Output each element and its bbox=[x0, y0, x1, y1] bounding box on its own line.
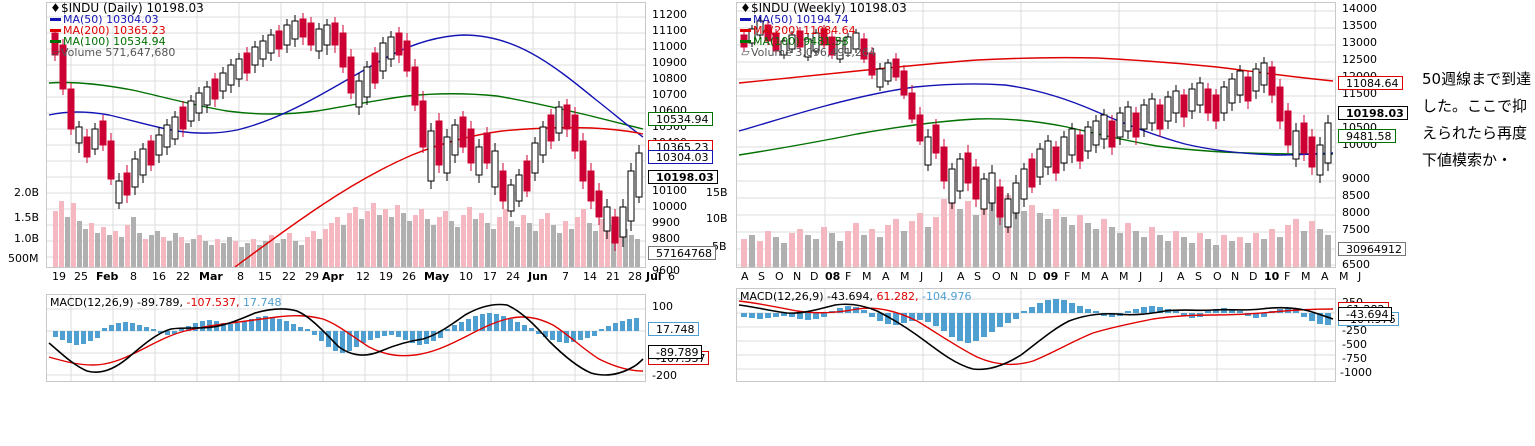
left-chart-panel: 11200 11100 11000 10900 10800 10700 1060… bbox=[0, 0, 740, 400]
right-tag-last-price: 10198.03 bbox=[1338, 106, 1408, 120]
annotation-line-3: えられたら再度 bbox=[1422, 124, 1528, 142]
left-macd-signal-value: -107.537, bbox=[186, 296, 240, 309]
left-volume-bars bbox=[53, 201, 640, 267]
left-legend-ma200-row: MA(200) 10365.23 bbox=[50, 25, 204, 36]
right-grid bbox=[737, 3, 1335, 267]
volume-bars-icon: ▱ bbox=[51, 46, 60, 59]
ma100-swatch-icon bbox=[50, 40, 61, 43]
ma50-swatch-icon bbox=[740, 18, 751, 21]
right-legend-title: $INDU (Weekly) 10198.03 bbox=[751, 1, 907, 15]
annotation-line-1: 50週線まで到達 bbox=[1422, 70, 1532, 88]
left-legend-ma50-row: MA(50) 10304.03 bbox=[50, 14, 204, 25]
left-candlesticks bbox=[51, 13, 643, 251]
left-macd-hist-value: 17.748 bbox=[242, 296, 282, 309]
left-legend-ma200: MA(200) 10365.23 bbox=[63, 24, 166, 37]
right-tag-volume: 30964912 bbox=[1338, 242, 1406, 256]
left-legend-ma100: MA(100) 10534.94 bbox=[63, 35, 166, 48]
left-macd-svg bbox=[47, 295, 645, 381]
left-macd-label: MACD(12,26,9) bbox=[50, 296, 134, 309]
left-tag-volume: 57164768 bbox=[648, 246, 716, 260]
right-ma200-line bbox=[738, 56, 1334, 84]
right-legend-ma200-row: MA(200) 11084.64 bbox=[740, 25, 907, 36]
right-legend-volume-row: ▱Volume 3,096,491,264 bbox=[740, 47, 907, 58]
left-legend-volume: Volume 571,647,680 bbox=[61, 46, 176, 59]
right-macd-axis-neg1000: -1000 bbox=[1340, 366, 1372, 379]
right-macd-legend: MACD(12,26,9) -43.694, 61.282, -104.976 bbox=[740, 290, 971, 303]
right-macd-signal-value: 61.282, bbox=[876, 290, 919, 303]
ma100-swatch-icon bbox=[740, 40, 751, 43]
right-macd-signal-line bbox=[738, 300, 1334, 366]
left-price-svg bbox=[47, 3, 645, 267]
right-legend-ma50: MA(50) 10194.74 bbox=[753, 13, 849, 26]
right-macd-hist-value: -104.976 bbox=[922, 290, 972, 303]
right-macd-tag-value: -43.694 bbox=[1338, 307, 1393, 321]
left-chart-legend: ♦$INDU (Daily) 10198.03 MA(50) 10304.03 … bbox=[50, 1, 204, 58]
right-macd-axis-neg750: -750 bbox=[1342, 352, 1367, 365]
right-ma100-line bbox=[738, 118, 1334, 156]
left-macd-tag-value: -89.789 bbox=[648, 345, 703, 359]
annotation-line-4: 下値模索か・ bbox=[1422, 151, 1513, 169]
left-price-plot bbox=[46, 2, 646, 268]
annotation-line-2: した。ここで抑 bbox=[1422, 97, 1528, 115]
right-legend-ma100: MA(100) 9481.58 bbox=[753, 35, 849, 48]
left-legend-ma50: MA(50) 10304.03 bbox=[63, 13, 159, 26]
right-legend-volume: Volume 3,096,491,264 bbox=[751, 46, 876, 59]
right-macd-axis-neg250: -250 bbox=[1342, 324, 1367, 337]
left-legend-volume-row: ▱Volume 571,647,680 bbox=[50, 47, 204, 58]
right-chart-panel: 14000 13500 13000 12500 12000 11500 1100… bbox=[700, 0, 1440, 400]
right-macd-axis-neg500: -500 bbox=[1342, 338, 1367, 351]
left-legend-ma100-row: MA(100) 10534.94 bbox=[50, 36, 204, 47]
left-ma100-line bbox=[48, 81, 644, 130]
right-legend-ma50-row: MA(50) 10194.74 bbox=[740, 14, 907, 25]
right-macd-plot bbox=[736, 288, 1336, 382]
right-macd-line bbox=[738, 303, 1334, 371]
right-chart-legend: ♦$INDU (Weekly) 10198.03 MA(50) 10194.74… bbox=[740, 1, 907, 58]
left-macd-line bbox=[48, 303, 644, 376]
ma50-swatch-icon bbox=[50, 18, 61, 21]
left-macd-signal-line bbox=[48, 314, 644, 372]
left-tag-ma100: 10534.94 bbox=[648, 112, 713, 126]
right-macd-histogram bbox=[741, 299, 1331, 343]
left-macd-axis-neg200: -200 bbox=[652, 369, 677, 382]
right-macd-value: -43.694, bbox=[827, 290, 874, 303]
left-macd-value: -89.789, bbox=[137, 296, 184, 309]
ma200-swatch-icon bbox=[740, 29, 751, 32]
right-macd-svg bbox=[737, 289, 1335, 381]
left-macd-axis-100: 100 bbox=[652, 300, 673, 313]
japanese-annotation: 50週線まで到達 した。ここで抑 えられたら再度 下値模索か・ bbox=[1422, 66, 1535, 174]
left-grid bbox=[47, 3, 645, 267]
candle-icon: ♦ bbox=[50, 1, 61, 15]
left-tag-ma50: 10304.03 bbox=[648, 150, 713, 164]
ma200-swatch-icon bbox=[50, 29, 61, 32]
right-tag-ma200: 11084.64 bbox=[1338, 76, 1403, 90]
volume-bars-icon: ▱ bbox=[741, 46, 750, 59]
right-legend-ma200: MA(200) 11084.64 bbox=[753, 24, 856, 37]
right-date-axis: A S O N D 08 F M A M J J A S O N D 09 F … bbox=[741, 270, 1362, 283]
right-macd-grid bbox=[737, 289, 1335, 381]
left-legend-title-row: ♦$INDU (Daily) 10198.03 bbox=[50, 1, 204, 15]
right-legend-title-row: ♦$INDU (Weekly) 10198.03 bbox=[740, 1, 907, 15]
left-date-axis: 19 25 Feb 8 16 22 Mar 8 15 22 29 Apr 12 … bbox=[52, 270, 675, 283]
candle-icon: ♦ bbox=[740, 1, 751, 15]
right-volume-bars bbox=[741, 189, 1331, 267]
right-price-plot bbox=[736, 2, 1336, 268]
left-macd-plot bbox=[46, 294, 646, 382]
left-macd-legend: MACD(12,26,9) -89.789, -107.537, 17.748 bbox=[50, 296, 281, 309]
right-legend-ma100-row: MA(100) 9481.58 bbox=[740, 36, 907, 47]
right-ma50-line bbox=[738, 83, 1334, 156]
right-candlesticks bbox=[740, 17, 1332, 233]
left-tag-last-price: 10198.03 bbox=[648, 170, 718, 184]
left-legend-title: $INDU (Daily) 10198.03 bbox=[61, 1, 204, 15]
right-price-svg bbox=[737, 3, 1335, 267]
left-macd-tag-hist: 17.748 bbox=[648, 322, 699, 336]
right-tag-ma100: 9481.58 bbox=[1338, 129, 1396, 143]
right-macd-label: MACD(12,26,9) bbox=[740, 290, 824, 303]
